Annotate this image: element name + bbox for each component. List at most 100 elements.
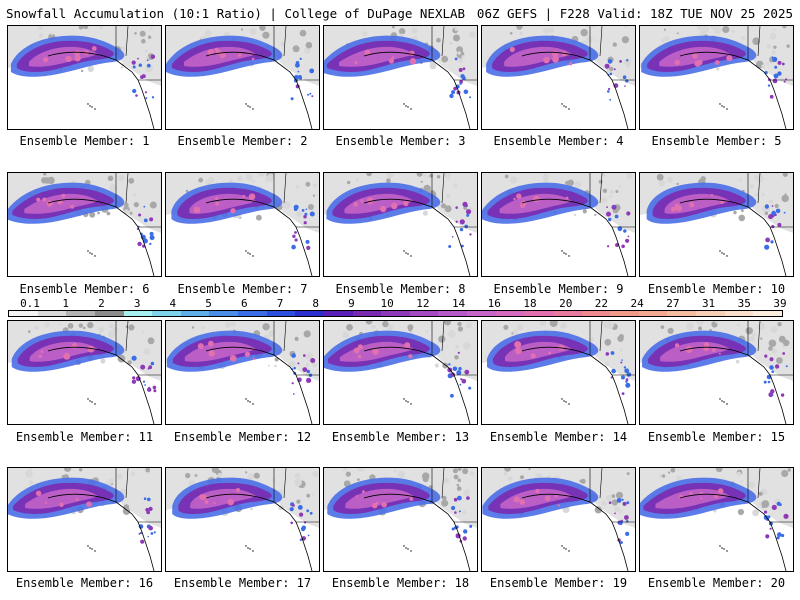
ensemble-member-label: Ensemble Member: 15 [647, 430, 786, 444]
snowfall-map [8, 26, 161, 129]
ensemble-member-label: Ensemble Member: 19 [489, 576, 628, 590]
ensemble-member-label: Ensemble Member: 12 [173, 430, 312, 444]
snowfall-map [482, 173, 635, 276]
colorbar-swatch [409, 311, 439, 316]
colorbar-tick-label: 8 [312, 297, 320, 310]
colorbar-swatch [581, 311, 611, 316]
colorbar-swatch [352, 311, 382, 316]
snowfall-map [640, 468, 793, 571]
ensemble-panel [323, 172, 478, 277]
ensemble-member-label: Ensemble Member: 10 [647, 282, 786, 296]
ensemble-panel [639, 25, 794, 130]
ensemble-member-label: Ensemble Member: 6 [19, 282, 150, 296]
colorbar-tick-label: 1 [62, 297, 70, 310]
colorbar-tick-label: 6 [240, 297, 248, 310]
colorbar-swatch [209, 311, 238, 316]
ensemble-panel [323, 25, 478, 130]
colorbar-tick-label: 39 [773, 297, 787, 310]
colorbar-tick-label: 7 [276, 297, 284, 310]
snowfall-map [482, 468, 635, 571]
colorbar [8, 310, 783, 317]
snowfall-map [324, 173, 477, 276]
ensemble-member-label: Ensemble Member: 17 [173, 576, 312, 590]
snowfall-map [166, 173, 319, 276]
colorbar-swatch [524, 311, 553, 316]
snowfall-map [482, 26, 635, 129]
colorbar-swatch [495, 311, 525, 316]
ensemble-panel [165, 320, 320, 425]
colorbar-tick-label: 0.1 [20, 297, 40, 310]
colorbar-swatch [238, 311, 267, 316]
colorbar-swatch [753, 311, 782, 316]
ensemble-panel [639, 467, 794, 572]
snowfall-map [166, 321, 319, 424]
ensemble-member-label: Ensemble Member: 11 [15, 430, 154, 444]
snowfall-map [324, 321, 477, 424]
ensemble-member-label: Ensemble Member: 3 [335, 134, 466, 148]
ensemble-member-label: Ensemble Member: 4 [493, 134, 624, 148]
colorbar-swatch [724, 311, 754, 316]
colorbar-swatch [552, 311, 582, 316]
colorbar-swatch [37, 311, 67, 316]
ensemble-member-label: Ensemble Member: 9 [493, 282, 624, 296]
ensemble-panel [7, 320, 162, 425]
ensemble-panel [165, 467, 320, 572]
snowfall-map [324, 468, 477, 571]
colorbar-swatch [295, 311, 324, 316]
ensemble-panel [639, 320, 794, 425]
colorbar-swatch [123, 311, 153, 316]
snowfall-map [640, 321, 793, 424]
colorbar-tick-label: 35 [737, 297, 751, 310]
ensemble-panel [639, 172, 794, 277]
colorbar-swatch [638, 311, 668, 316]
colorbar-tick-label: 16 [487, 297, 501, 310]
colorbar-tick-label: 5 [205, 297, 212, 310]
ensemble-member-label: Ensemble Member: 13 [331, 430, 470, 444]
colorbar-labels: 0.1 1 2 3 4 5 6 7 8 9 10 12 14 16 18 20 22 24 27 31 35 39 [8, 297, 787, 310]
snowfall-map [8, 468, 161, 571]
colorbar-tick-label: 31 [701, 297, 716, 310]
ensemble-member-label: Ensemble Member: 14 [489, 430, 628, 444]
ensemble-member-label: Ensemble Member: 5 [651, 134, 782, 148]
snowfall-map [166, 26, 319, 129]
ensemble-panel [7, 25, 162, 130]
colorbar-swatch [152, 311, 181, 316]
snowfall-map [640, 173, 793, 276]
colorbar-tick-label: 3 [133, 297, 141, 310]
colorbar-tick-label: 12 [416, 297, 430, 310]
ensemble-member-label: Ensemble Member: 8 [335, 282, 466, 296]
colorbar-tick-label: 24 [630, 297, 644, 310]
ensemble-member-label: Ensemble Member: 16 [15, 576, 154, 590]
snowfall-map [324, 26, 477, 129]
colorbar-swatch [467, 311, 496, 316]
colorbar-tick-label: 9 [348, 297, 355, 310]
colorbar-swatch [667, 311, 696, 316]
ensemble-member-label: Ensemble Member: 20 [647, 576, 786, 590]
colorbar-tick-label: 4 [169, 297, 177, 310]
snowfall-map [482, 321, 635, 424]
ensemble-member-label: Ensemble Member: 7 [177, 282, 308, 296]
ensemble-member-label: Ensemble Member: 1 [19, 134, 150, 148]
colorbar-tick-label: 20 [559, 297, 573, 310]
ensemble-member-label: Ensemble Member: 18 [331, 576, 470, 590]
colorbar-swatch [94, 311, 124, 316]
ensemble-panel [481, 172, 636, 277]
snowfall-map [8, 321, 161, 424]
colorbar-swatch [66, 311, 95, 316]
ensemble-panel [165, 172, 320, 277]
header: Snowfall Accumulation (10:1 Ratio) | Col… [0, 0, 800, 22]
snowfall-map [8, 173, 161, 276]
colorbar-tick-label: 14 [451, 297, 466, 310]
ensemble-panel [481, 320, 636, 425]
colorbar-tick-label: 18 [523, 297, 537, 310]
ensemble-panel [323, 320, 478, 425]
colorbar-swatch [180, 311, 210, 316]
ensemble-panel [323, 467, 478, 572]
snowfall-map [640, 26, 793, 129]
colorbar-tick-label: 2 [98, 297, 105, 310]
ensemble-panel [165, 25, 320, 130]
colorbar-tick-label: 10 [380, 297, 394, 310]
ensemble-member-label: Ensemble Member: 2 [177, 134, 308, 148]
chart-title: Snowfall Accumulation (10:1 Ratio) | Col… [6, 6, 466, 21]
colorbar-tick-label: 27 [666, 297, 680, 310]
